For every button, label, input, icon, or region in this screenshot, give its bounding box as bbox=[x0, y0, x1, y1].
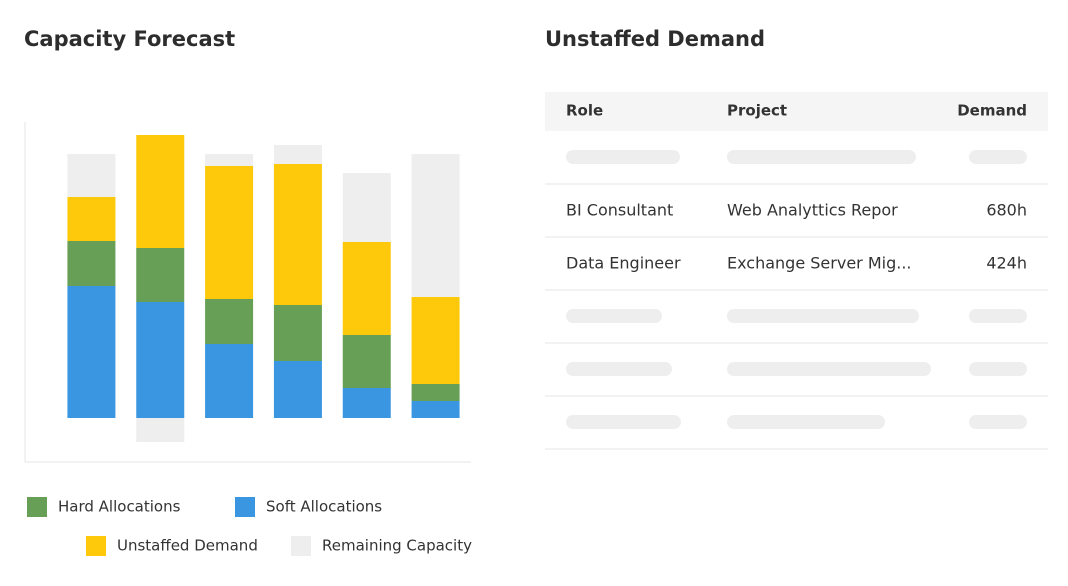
skeleton bbox=[566, 415, 681, 429]
skeleton-row bbox=[566, 362, 1027, 376]
bar-segment bbox=[273, 145, 322, 164]
bar-segment bbox=[67, 286, 116, 418]
column-header: Demand bbox=[957, 102, 1027, 120]
cell: Data Engineer bbox=[566, 254, 681, 273]
skeleton-row bbox=[566, 309, 1027, 323]
legend-label: Hard Allocations bbox=[58, 498, 181, 516]
legend-label: Soft Allocations bbox=[266, 498, 382, 516]
bar-segment bbox=[411, 401, 460, 418]
bar-segment bbox=[411, 384, 460, 401]
bar-segment bbox=[205, 166, 254, 299]
chart-title: Capacity Forecast bbox=[24, 27, 235, 51]
bar-segment bbox=[205, 154, 254, 166]
skeleton bbox=[566, 309, 662, 323]
legend-swatch bbox=[291, 536, 311, 556]
skeleton bbox=[566, 362, 672, 376]
bar-segment bbox=[411, 297, 460, 384]
bar-segment bbox=[342, 242, 391, 335]
skeleton bbox=[969, 309, 1027, 323]
bar-segment bbox=[136, 248, 185, 302]
cell: Web Analyttics Repor bbox=[727, 201, 898, 220]
skeleton bbox=[727, 309, 919, 323]
bar-segment bbox=[342, 388, 391, 418]
bar-segment bbox=[411, 154, 460, 297]
bar-segment bbox=[205, 344, 254, 418]
skeleton bbox=[727, 362, 931, 376]
legend-swatch bbox=[235, 497, 255, 517]
skeleton bbox=[727, 415, 885, 429]
bar-segment bbox=[136, 418, 185, 442]
skeleton bbox=[969, 362, 1027, 376]
legend-swatch bbox=[27, 497, 47, 517]
bar-segment bbox=[136, 302, 185, 418]
cell: 424h bbox=[986, 254, 1027, 273]
cell: BI Consultant bbox=[566, 201, 673, 220]
column-header: Role bbox=[566, 102, 603, 120]
bar-segment bbox=[273, 305, 322, 361]
bar-segment bbox=[273, 164, 322, 305]
skeleton bbox=[969, 150, 1027, 164]
skeleton-row bbox=[566, 150, 1027, 164]
bar-segment bbox=[205, 299, 254, 344]
bar-segment bbox=[273, 361, 322, 418]
bar-segment bbox=[67, 197, 116, 241]
skeleton bbox=[727, 150, 916, 164]
bar-segment bbox=[67, 154, 116, 197]
cell: 680h bbox=[986, 201, 1027, 220]
skeleton bbox=[566, 150, 680, 164]
table-header bbox=[545, 92, 1048, 131]
skeleton-row bbox=[566, 415, 1027, 429]
legend-label: Unstaffed Demand bbox=[117, 537, 258, 555]
bar-segment bbox=[67, 241, 116, 286]
table-title: Unstaffed Demand bbox=[545, 27, 765, 51]
bar-segment bbox=[342, 173, 391, 242]
bar-segment bbox=[136, 135, 185, 248]
column-header: Project bbox=[727, 102, 787, 120]
cell: Exchange Server Mig... bbox=[727, 254, 911, 273]
legend-label: Remaining Capacity bbox=[322, 537, 472, 555]
legend-swatch bbox=[86, 536, 106, 556]
bar-segment bbox=[342, 335, 391, 388]
skeleton bbox=[969, 415, 1027, 429]
